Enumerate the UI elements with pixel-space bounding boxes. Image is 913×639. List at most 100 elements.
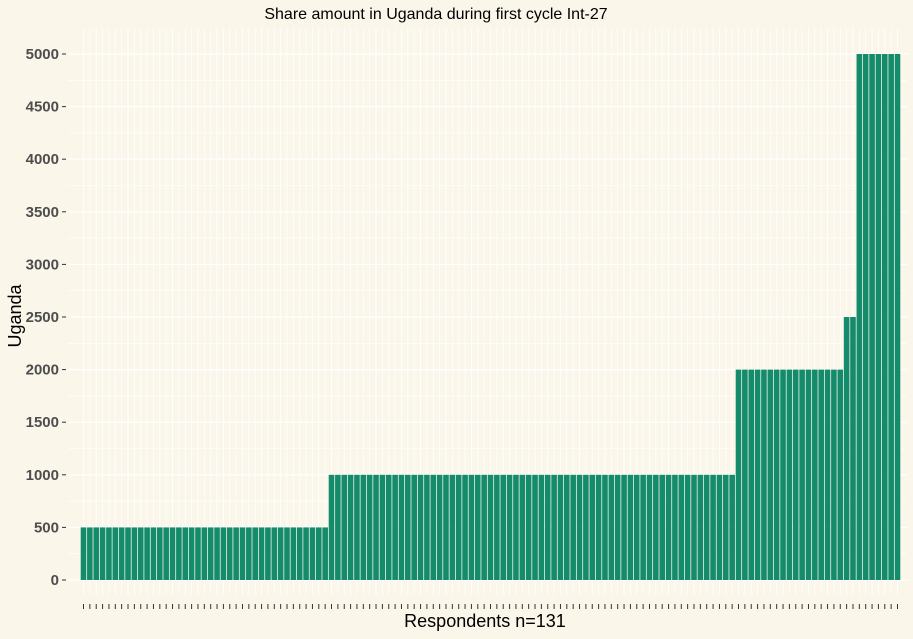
bar <box>468 474 475 580</box>
bar <box>697 474 704 580</box>
bar <box>405 474 411 580</box>
bar <box>112 527 119 580</box>
bar <box>506 474 513 580</box>
bar <box>341 474 348 580</box>
bar <box>207 527 214 580</box>
bar <box>118 527 125 580</box>
bar <box>716 474 723 580</box>
bar <box>220 527 227 580</box>
bar <box>735 369 742 580</box>
bar <box>80 527 87 580</box>
y-tick-label: 1500 <box>26 414 59 431</box>
bar <box>462 474 468 580</box>
bar <box>703 474 710 580</box>
bar <box>347 474 354 580</box>
y-tick-label: 2500 <box>26 309 59 326</box>
bar <box>881 54 888 580</box>
bar <box>284 527 290 580</box>
bar <box>633 474 640 580</box>
bar <box>328 474 335 580</box>
bar <box>436 474 443 580</box>
bar <box>373 474 379 580</box>
bar <box>366 474 373 580</box>
bar <box>684 474 691 580</box>
bar <box>265 527 271 580</box>
bar <box>875 54 882 580</box>
bar <box>519 474 526 580</box>
y-axis-title: Uganda <box>5 283 25 347</box>
bar <box>379 474 386 580</box>
bar <box>824 369 831 580</box>
bar <box>653 474 659 580</box>
y-tick-label: 0 <box>51 572 59 589</box>
bar <box>621 474 627 580</box>
y-tick-label: 5000 <box>26 46 59 63</box>
bar <box>417 474 424 580</box>
bar <box>538 474 545 580</box>
bar <box>87 527 93 580</box>
bar <box>710 474 716 580</box>
y-tick-label: 4000 <box>26 151 59 168</box>
bar <box>315 527 322 580</box>
bar <box>398 474 405 580</box>
bar <box>595 474 602 580</box>
bar <box>544 474 551 580</box>
y-tick-label: 4500 <box>26 99 59 116</box>
bar <box>532 474 538 580</box>
bar <box>792 369 799 580</box>
bar <box>157 527 163 580</box>
bar <box>360 474 367 580</box>
bar <box>722 474 729 580</box>
bar <box>144 527 150 580</box>
bar <box>494 474 500 580</box>
bar <box>672 474 678 580</box>
bar <box>411 474 417 580</box>
bar <box>455 474 462 580</box>
bar <box>258 527 265 580</box>
bar <box>443 474 449 580</box>
bars <box>80 54 901 580</box>
bar <box>335 474 341 580</box>
bar <box>894 54 901 580</box>
bar <box>627 474 634 580</box>
bar <box>589 474 596 580</box>
y-tick-label: 3000 <box>26 256 59 273</box>
bar <box>799 369 805 580</box>
bar <box>99 527 106 580</box>
y-axis: 0 500 1000 1500 2000 2500 3000 3500 4000 4500 5000 <box>26 46 66 589</box>
bar <box>309 527 316 580</box>
bar <box>805 369 812 580</box>
y-tick-label: 2000 <box>26 362 59 379</box>
bar <box>837 369 844 580</box>
bar <box>761 369 767 580</box>
bar <box>449 474 456 580</box>
bar <box>290 527 297 580</box>
bar <box>570 474 576 580</box>
bar <box>843 317 850 580</box>
bar <box>869 54 875 580</box>
bar <box>392 474 398 580</box>
bar <box>322 527 328 580</box>
bar <box>551 474 557 580</box>
bar <box>818 369 824 580</box>
bar <box>125 527 131 580</box>
bar <box>354 474 360 580</box>
bar <box>214 527 220 580</box>
bar <box>150 527 157 580</box>
y-tick-label: 500 <box>34 519 59 536</box>
bar <box>246 527 252 580</box>
bar <box>296 527 303 580</box>
bar <box>856 54 863 580</box>
bar <box>169 527 176 580</box>
bar <box>201 527 208 580</box>
bar <box>430 474 437 580</box>
bar <box>780 369 786 580</box>
bar <box>767 369 774 580</box>
bar <box>862 54 869 580</box>
bar <box>691 474 697 580</box>
bar <box>239 527 246 580</box>
bar <box>252 527 259 580</box>
bar <box>602 474 608 580</box>
bar <box>576 474 583 580</box>
